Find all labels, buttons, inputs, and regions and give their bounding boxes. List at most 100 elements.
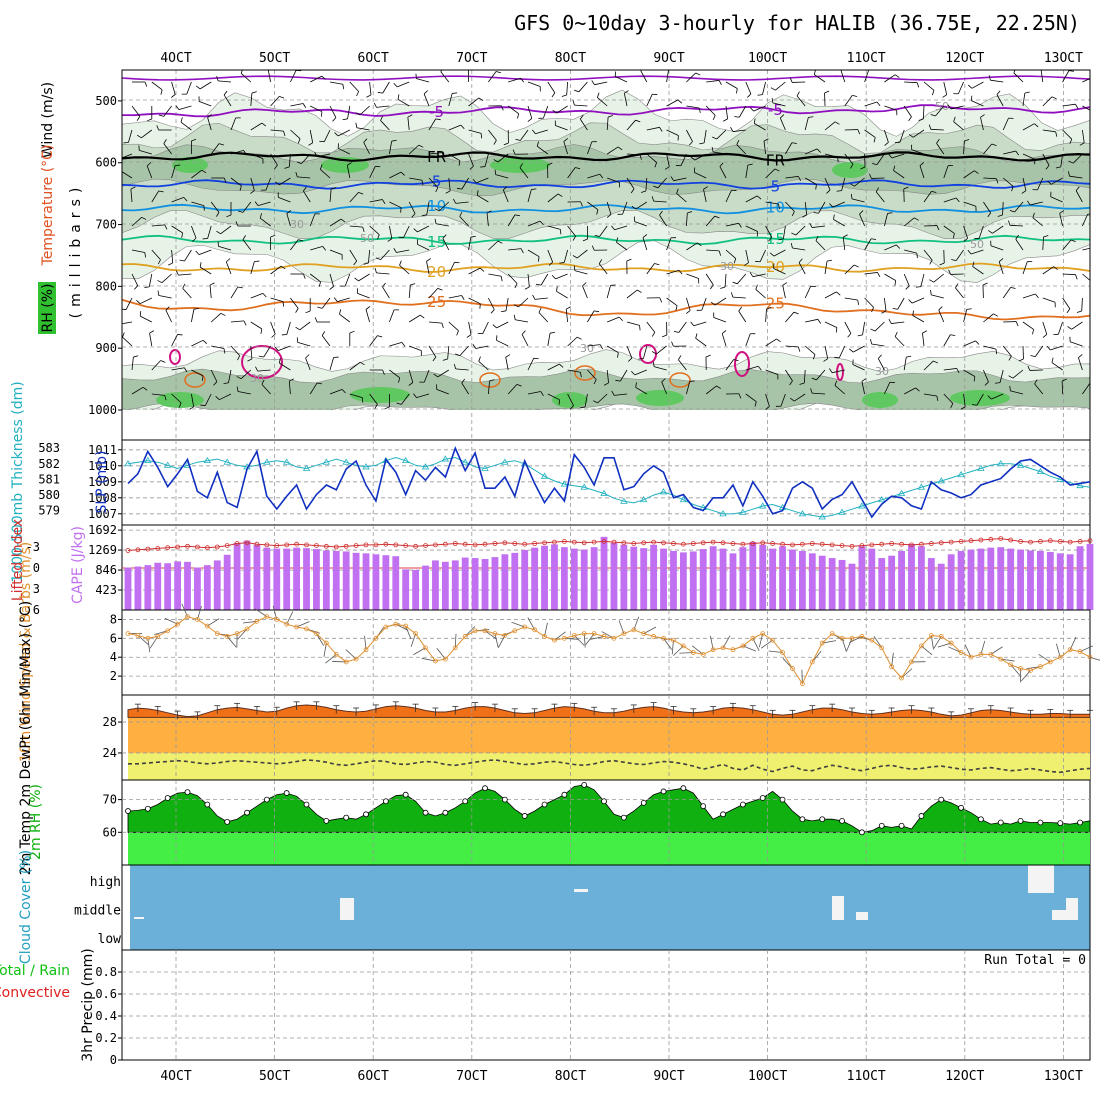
wind-barb-feather <box>875 187 880 193</box>
cape-bar <box>927 558 935 610</box>
rh-moist-area <box>350 387 410 403</box>
date-label-top: 7OCT <box>456 51 487 66</box>
wind-barb-feather <box>984 381 989 386</box>
wind-barb-feather <box>606 214 612 218</box>
thickness-point <box>1076 481 1084 489</box>
wind-barb-feather <box>377 234 380 240</box>
wind-barb-feather <box>948 269 951 275</box>
rh-point <box>442 809 449 816</box>
wind-barb <box>163 143 172 155</box>
wind-barb <box>1042 236 1044 251</box>
wind-barb-feather <box>721 330 727 334</box>
rh-moist-area <box>490 157 550 173</box>
wind-barb <box>309 382 318 395</box>
rh-point <box>164 795 171 801</box>
wind-barb <box>646 263 655 275</box>
cape-bar <box>174 561 181 610</box>
wind-barb <box>131 357 134 371</box>
thickness-tick-label: 579 <box>38 504 60 518</box>
wind-barb-feather <box>765 406 770 410</box>
wind-barb-feather <box>639 154 642 160</box>
rh-contour-label: 50 <box>360 232 374 245</box>
wind-barb-feather <box>780 114 785 119</box>
wind-barb <box>191 339 204 347</box>
wind-barb-feather <box>354 277 359 282</box>
cape-contour <box>734 351 750 377</box>
wind-barb <box>694 172 707 179</box>
wind-barb-feather <box>442 358 448 361</box>
wind-barb-feather <box>254 201 259 206</box>
wind-barb-feather <box>374 404 378 409</box>
wind10m-point <box>700 651 706 657</box>
wind-barb-feather <box>363 138 368 143</box>
wind-barb <box>983 143 993 155</box>
cloud-clear-area <box>1052 910 1066 920</box>
wind-barb-feather <box>967 249 972 255</box>
y-tick-label: 423 <box>95 583 117 597</box>
y-tick-label: 0.8 <box>95 965 117 979</box>
wind-barb <box>732 296 746 299</box>
wind-barb <box>349 81 359 92</box>
wind-barb <box>369 335 378 347</box>
rh-point <box>422 809 429 816</box>
wind-barb <box>1081 297 1083 312</box>
cape-bar <box>511 552 519 610</box>
wind10m-point <box>343 659 349 665</box>
wind-barb <box>943 197 957 203</box>
wind-barb <box>903 273 910 287</box>
rh-moist-area <box>832 162 868 178</box>
wind-barb <box>686 105 700 109</box>
wind-barb-feather <box>373 102 377 108</box>
wind-barb <box>1069 341 1083 347</box>
lifted-point <box>254 541 260 547</box>
wind-barb <box>468 267 481 275</box>
wind-barb-feather <box>1067 326 1072 330</box>
wind-barb-feather <box>456 187 462 190</box>
wind-barb <box>1035 345 1044 357</box>
wind-barb <box>931 294 944 299</box>
wind-barb-feather <box>342 118 348 121</box>
wind-barb <box>738 310 747 323</box>
wind10m-point <box>958 650 964 655</box>
lifted-point <box>175 544 180 550</box>
wind-barb-feather <box>893 165 896 171</box>
lifted-point <box>1077 539 1083 544</box>
cape-bar <box>1086 543 1094 610</box>
wind-barb-feather <box>355 112 361 116</box>
lifted-point <box>919 541 924 547</box>
wind-barb <box>130 189 133 203</box>
wind-barb-feather <box>918 118 924 121</box>
wind-barb-feather <box>1076 310 1082 313</box>
lifted-point <box>869 542 875 548</box>
wind-barb-feather <box>974 170 979 174</box>
wind10m-point <box>760 631 766 637</box>
wind10m-point <box>1087 654 1093 660</box>
wind-barb <box>505 357 509 371</box>
wind-barb-feather <box>678 269 683 275</box>
wind-barb <box>1014 201 1024 213</box>
wind-barb-feather <box>695 72 701 76</box>
thickness-point <box>917 483 926 490</box>
wind-barb-feather <box>486 210 492 214</box>
wind-barb-feather <box>164 395 167 401</box>
lifted-point <box>314 543 319 548</box>
wind-barb-feather <box>493 159 499 163</box>
wind-barb-feather <box>1045 165 1050 170</box>
rh-point <box>858 829 865 836</box>
wind10m-point <box>314 631 319 637</box>
wind-barb-feather <box>1070 239 1076 243</box>
lifted-point <box>353 543 359 548</box>
lifted-point <box>561 539 567 544</box>
wind-barb <box>824 261 828 275</box>
thickness-point <box>501 458 509 465</box>
lifted-point <box>185 543 190 549</box>
wind-barb <box>659 214 667 227</box>
wind-barb <box>329 273 334 287</box>
rh-contour-label: 50 <box>970 238 984 251</box>
lifted-point <box>532 541 538 546</box>
wind-barb-feather <box>136 116 141 121</box>
rh-point <box>224 818 231 825</box>
wind-barb-feather <box>675 305 678 311</box>
lifted-point <box>244 540 250 546</box>
